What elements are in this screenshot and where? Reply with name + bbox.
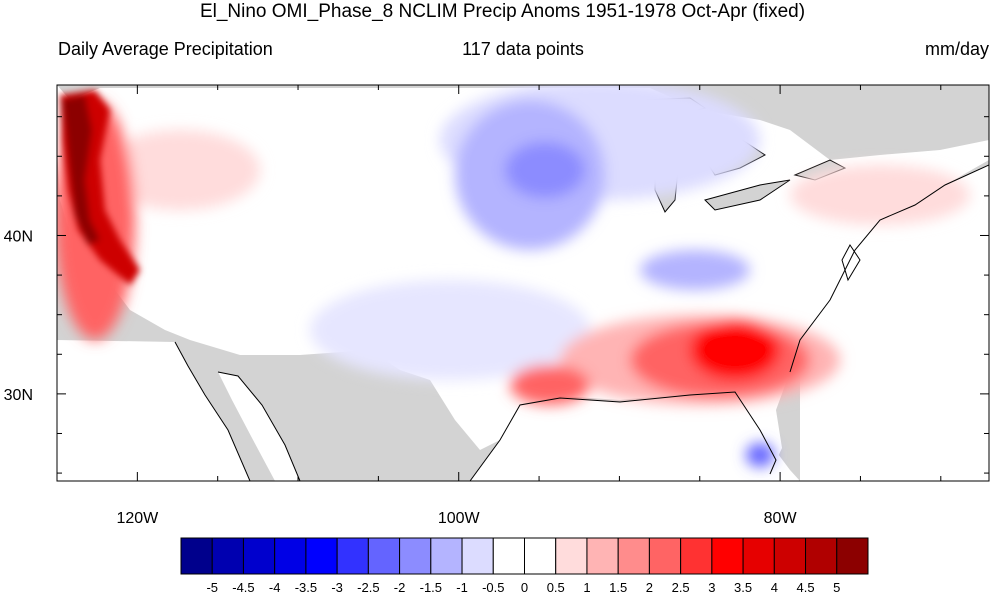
colorbar-swatch: [274, 537, 307, 575]
units-label: mm/day: [924, 39, 989, 59]
colorbar-label: 5: [833, 580, 840, 595]
colorbar-swatch: [836, 537, 869, 575]
colorbar-label: 1: [583, 580, 590, 595]
colorbar-swatch: [586, 537, 619, 575]
colorbar-label: -4.5: [232, 580, 254, 595]
colorbar-swatch: [367, 537, 401, 575]
colorbar-swatch: [617, 537, 650, 575]
texas-dry: [310, 280, 590, 380]
colorbar-label: 0.5: [547, 580, 565, 595]
colorbar-swatch: [773, 537, 807, 575]
colorbar-swatch: [680, 537, 713, 575]
pacific-ocean: [57, 340, 250, 481]
axis-ticks: [56, 85, 989, 481]
colorbar-label: -2.5: [357, 580, 379, 595]
colorbar-swatch: [461, 537, 494, 575]
gulf-coast-wet: [510, 365, 590, 405]
colorbar-label: 3: [708, 580, 715, 595]
gulf-of-mexico: [470, 392, 800, 481]
lat-tick-label: 40N: [4, 228, 33, 245]
colorbar-label: 3.5: [734, 580, 752, 595]
colorbar-swatch: [742, 537, 775, 575]
south-florida-dry: [746, 443, 774, 467]
northeast-wet: [790, 165, 970, 225]
colorbar-swatch: [242, 537, 276, 575]
lon-tick-label: 120W: [116, 510, 159, 527]
colorbar-label: -5: [206, 580, 218, 595]
colorbar-label: -1: [456, 580, 468, 595]
colorbar-swatch: [555, 537, 588, 575]
colorbar-label: -4: [269, 580, 281, 595]
southeast-wet-core: [690, 320, 780, 380]
lat-tick-label: 30N: [4, 387, 33, 404]
colorbar-label: -1.5: [420, 580, 442, 595]
colorbar-label: -3: [331, 580, 343, 595]
midwest-dry: [640, 250, 750, 290]
colorbar-label: 4: [771, 580, 778, 595]
colorbar-label: -0.5: [482, 580, 504, 595]
colorbar-swatch: [648, 537, 682, 575]
anomaly-field: [57, 85, 970, 467]
colorbar-swatch: [430, 537, 463, 575]
plot-area: [57, 85, 989, 481]
colorbar-label: 4.5: [797, 580, 815, 595]
colorbar-swatch: [492, 537, 526, 575]
lon-tick-label: 100W: [438, 510, 481, 527]
colorbar-swatch: [399, 537, 432, 575]
colorbar-label: 1.5: [609, 580, 627, 595]
colorbar-swatch: [211, 537, 244, 575]
variable-label: Daily Average Precipitation: [58, 39, 273, 59]
west-coast-extreme: [62, 95, 100, 245]
colorbar-swatch: [805, 537, 838, 575]
axis-tick-labels: 120W 100W 80W 40N 30N: [4, 228, 798, 527]
colorbar-label: -3.5: [295, 580, 317, 595]
map-title: El_Nino OMI_Phase_8 NCLIM Precip Anoms 1…: [199, 1, 806, 22]
colorbar-swatch: [711, 537, 744, 575]
colorbar: -5 -4.5 -4 -3.5 -3 -2.5 -2 -1.5 -1 -0.5 0 0.5 1 1.5 2 2…: [180, 537, 869, 595]
anomaly-field-cores: [60, 90, 140, 285]
plot-frame: [56, 84, 990, 482]
atlantic-ocean: [800, 165, 989, 481]
colorbar-label: 2.5: [672, 580, 690, 595]
colorbar-swatch: [180, 537, 213, 575]
data-points-label: 117 data points: [462, 39, 584, 59]
colorbar-label: -2: [394, 580, 406, 595]
colorbar-label: 0: [521, 580, 528, 595]
colorbar-label: 2: [646, 580, 653, 595]
lon-tick-label: 80W: [764, 510, 798, 527]
northern-rockies-wet: [100, 130, 260, 210]
colorbar-swatch: [524, 537, 557, 575]
minnesota-dry-core: [505, 142, 585, 198]
coastlines: [174, 164, 989, 481]
colorbar-swatch: [305, 537, 338, 575]
colorbar-swatch: [336, 537, 369, 575]
gulf-of-california: [218, 372, 300, 481]
